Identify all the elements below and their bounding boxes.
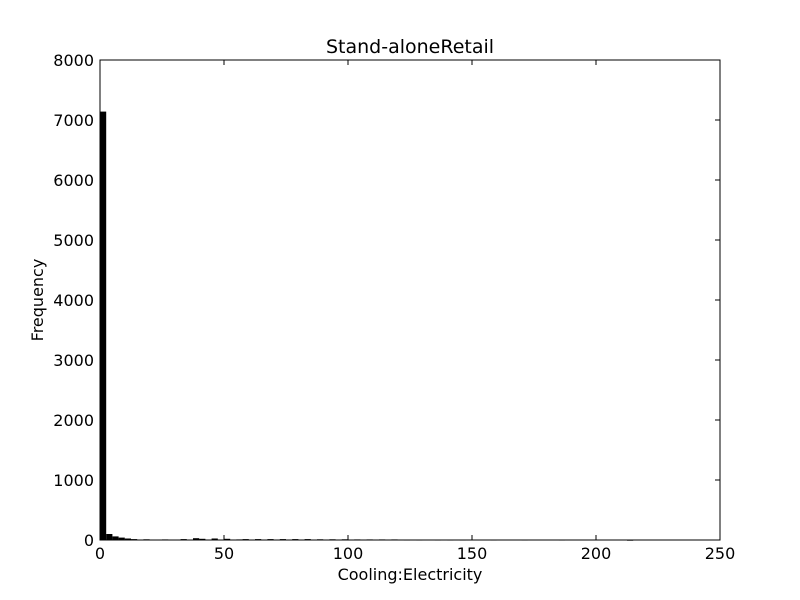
histogram-bar-2 [112, 536, 119, 540]
plot-frame [99, 59, 721, 541]
histogram-bar-11 [211, 538, 218, 540]
y-tick-label-4: 4000 [53, 291, 94, 310]
histogram-bar-10 [199, 538, 206, 540]
y-tick-label-1: 1000 [53, 471, 94, 490]
x-tick-label-1: 50 [214, 544, 234, 563]
y-tick-label-8: 8000 [53, 51, 94, 70]
y-tick-label-5: 5000 [53, 231, 94, 250]
histogram-bar-4 [124, 538, 131, 540]
y-tick-label-7: 7000 [53, 111, 94, 130]
y-tick-label-6: 6000 [53, 171, 94, 190]
y-axis-label: Frequency [28, 259, 47, 342]
histogram-bar-9 [193, 538, 200, 540]
x-tick-label-5: 250 [705, 544, 736, 563]
chart-title: Stand-aloneRetail [326, 36, 494, 58]
x-tick-label-4: 200 [581, 544, 612, 563]
histogram-bar-3 [118, 537, 125, 540]
histogram-bar-0 [100, 111, 107, 540]
axis-ticks: 0 50 100 150 200 250 0 1000 2000 3000 4000 5000 6000… [53, 51, 735, 563]
y-tick-label-2: 2000 [53, 411, 94, 430]
histogram-bar-1 [106, 534, 113, 540]
x-tick-label-3: 150 [457, 544, 488, 563]
y-tick-label-3: 3000 [53, 351, 94, 370]
x-tick-label-2: 100 [333, 544, 364, 563]
histogram-bars [100, 111, 634, 541]
y-tick-label-0: 0 [84, 531, 94, 550]
x-tick-label-0: 0 [95, 544, 105, 563]
histogram-bar-12 [224, 538, 231, 540]
x-axis-label: Cooling:Electricity [338, 565, 483, 584]
